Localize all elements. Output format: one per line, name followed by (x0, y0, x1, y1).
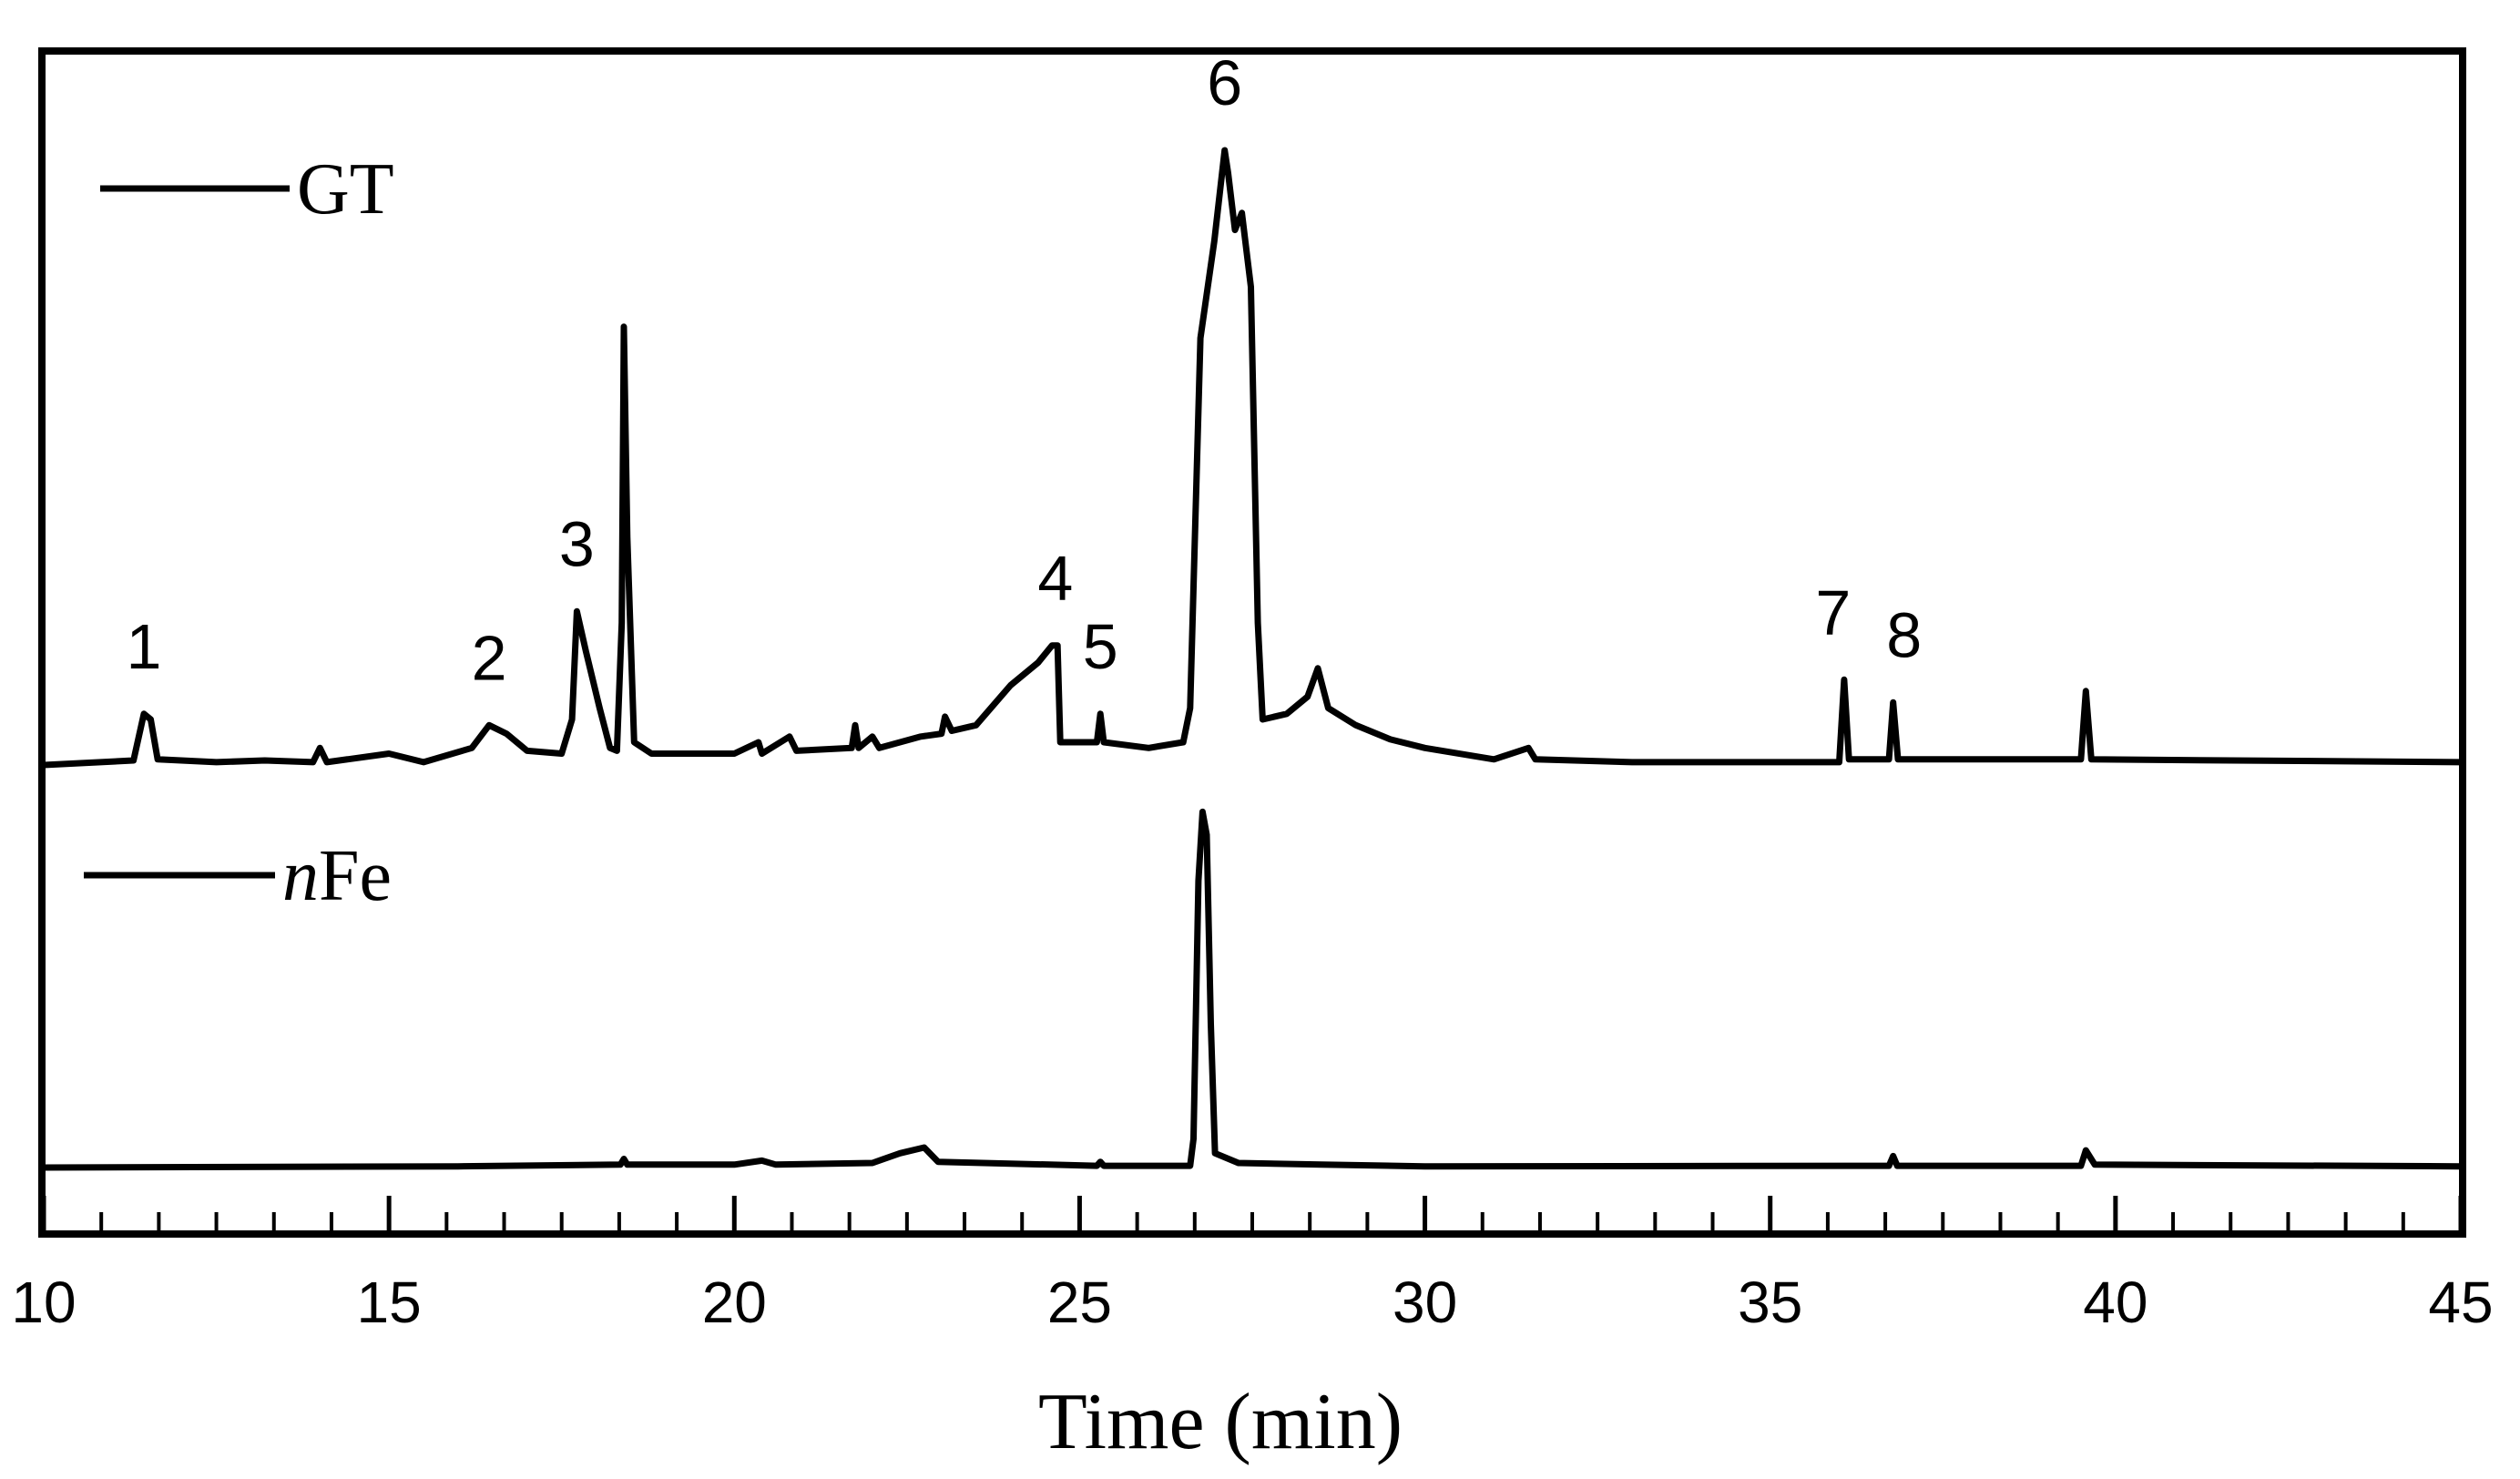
x-tick-label: 40 (2083, 1270, 2148, 1335)
peak-label-6: 6 (1207, 47, 1242, 118)
legends: GT nFe (84, 149, 394, 916)
x-axis-ticks (41, 1196, 2464, 1232)
peak-label-1: 1 (126, 611, 161, 682)
legend-entry-gt: GT (100, 149, 394, 230)
peak-label-3: 3 (559, 508, 595, 579)
peak-label-2: 2 (472, 622, 507, 693)
peak-label-4: 4 (1037, 543, 1073, 614)
trace-gt (43, 147, 2462, 769)
x-tick-label: 35 (1738, 1270, 1802, 1335)
legend-label: nFe (282, 836, 392, 916)
x-axis-tick-labels: 10 15 20 25 30 35 40 45 (11, 1270, 2493, 1335)
x-tick-label: 45 (2428, 1270, 2493, 1335)
legend-entry-nfe: nFe (84, 836, 392, 916)
plot-frame (38, 47, 2466, 1238)
trace-nfe (43, 808, 2462, 1171)
peak-annotations: 1 23 45 6 7 8 (126, 47, 1922, 693)
peak-label-7: 7 (1815, 576, 1851, 648)
x-tick-label: 20 (702, 1270, 767, 1335)
x-tick-label: 10 (11, 1270, 76, 1335)
x-tick-label: 25 (1047, 1270, 1112, 1335)
peak-label-5: 5 (1083, 611, 1118, 682)
peak-label-8: 8 (1886, 599, 1922, 670)
x-tick-label: 15 (357, 1270, 422, 1335)
x-tick-label: 30 (1393, 1270, 1457, 1335)
legend-label: GT (297, 149, 394, 230)
traces (43, 147, 2462, 1171)
x-axis-label: Time (min) (1038, 1378, 1403, 1466)
